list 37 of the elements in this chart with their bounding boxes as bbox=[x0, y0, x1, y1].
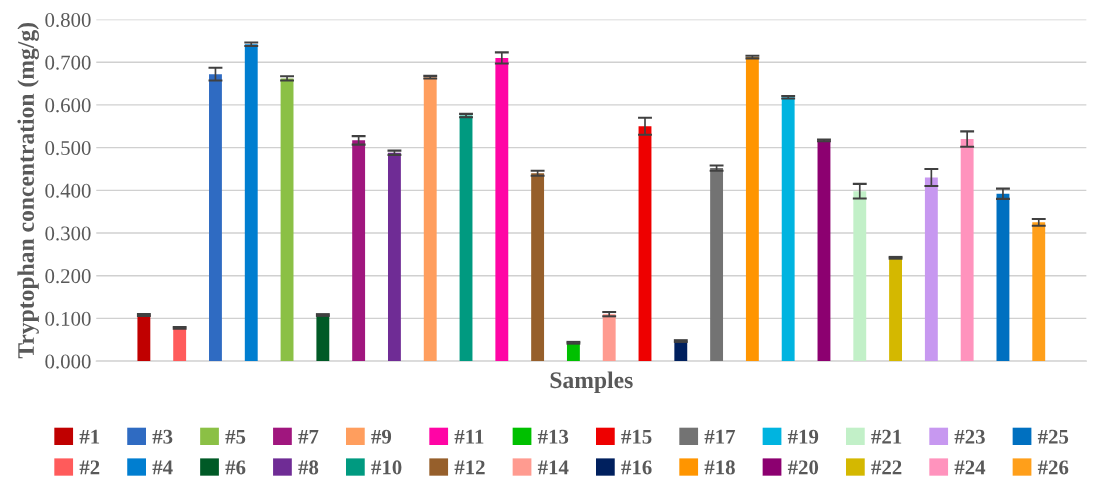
legend-label: #21 bbox=[871, 429, 902, 444]
legend-label: #14 bbox=[537, 460, 569, 475]
y-tick-label: 0.100 bbox=[45, 311, 91, 326]
legend-label: #1 bbox=[79, 429, 100, 444]
legend-label: #11 bbox=[454, 429, 484, 444]
legend-label: #12 bbox=[454, 460, 485, 475]
x-axis-title: Samples bbox=[550, 371, 633, 393]
legend-label: #3 bbox=[152, 429, 173, 444]
legend-label: #9 bbox=[371, 429, 392, 444]
legend-label: #8 bbox=[298, 460, 319, 475]
y-tick-label: 0.400 bbox=[45, 183, 91, 198]
y-tick-label: 0.000 bbox=[45, 354, 91, 369]
legend-label: #7 bbox=[298, 429, 319, 444]
legend-label: #10 bbox=[371, 460, 402, 475]
y-tick-label: 0.300 bbox=[45, 226, 91, 241]
legend-label: #13 bbox=[537, 429, 569, 444]
y-tick-label: 0.500 bbox=[45, 140, 91, 156]
legend-label: #20 bbox=[787, 460, 819, 475]
legend-label: #24 bbox=[954, 460, 986, 475]
legend-label: #16 bbox=[621, 460, 652, 475]
legend-label: #26 bbox=[1037, 460, 1069, 475]
y-tick-label: 0.700 bbox=[45, 55, 91, 70]
y-tick-label: 0.800 bbox=[45, 12, 91, 28]
legend-label: #25 bbox=[1037, 429, 1069, 444]
y-axis-title: Tryptophan concentration (mg/g) bbox=[17, 23, 39, 359]
legend-label: #23 bbox=[954, 429, 985, 444]
legend-label: #17 bbox=[704, 429, 736, 444]
legend-label: #22 bbox=[871, 460, 902, 475]
legend-label: #19 bbox=[787, 429, 819, 444]
y-tick-label: 0.200 bbox=[45, 269, 91, 284]
legend-label: #15 bbox=[621, 429, 652, 444]
legend-label: #18 bbox=[704, 460, 735, 475]
legend-label: #5 bbox=[225, 429, 246, 444]
legend-label: #4 bbox=[152, 460, 173, 475]
y-tick-label: 0.600 bbox=[45, 98, 91, 113]
legend-label: #6 bbox=[225, 460, 246, 475]
legend-label: #2 bbox=[79, 460, 100, 475]
